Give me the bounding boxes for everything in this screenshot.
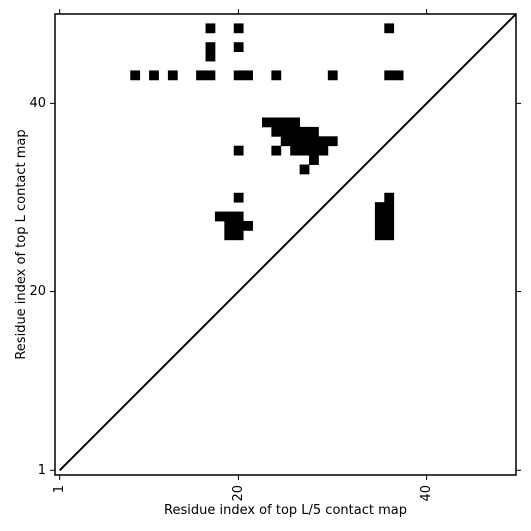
contact-cell [384,220,395,231]
x-tick-label: 20 [231,485,246,502]
contact-cell [309,155,319,165]
contact-cell [374,202,385,212]
contact-cell [280,117,291,128]
contact-cell [374,211,385,222]
contact-cell [261,117,272,128]
contact-cell [290,126,301,137]
contact-cell [214,211,225,222]
contact-cell [224,211,235,222]
contact-cell [309,145,319,156]
contact-cell [384,23,395,34]
contact-cell [384,70,395,81]
contact-cell [233,23,244,34]
contact-cell [271,117,282,128]
contact-cell [167,70,178,81]
contact-cell [327,70,338,81]
contact-cell [299,136,310,147]
plot-frame [54,13,517,476]
axis-ticks [50,9,521,480]
tick-labels: 1 20 40 1 20 40 [29,96,434,502]
contact-cell [233,70,244,81]
contact-cell [299,145,310,156]
contact-cell [224,230,235,241]
contact-cell [130,70,141,81]
contact-cell [374,230,385,241]
x-axis-label: Residue index of top L/5 contact map [164,503,407,518]
contact-cell [243,70,253,81]
contact-cell [205,70,216,81]
contact-cell [233,192,244,203]
contact-cell [205,23,216,34]
y-axis-label: Residue index of top L contact map [14,129,29,359]
contact-cell [290,136,301,147]
contact-cell [271,126,282,137]
contact-cell [299,164,310,175]
contact-cell [327,136,338,147]
contact-cell [290,117,301,128]
contact-cell [299,126,310,137]
contact-cell [384,211,395,222]
contact-cell [280,126,291,137]
y-tick-label: 20 [29,284,46,299]
contact-cell [233,211,244,222]
contact-cell [233,42,244,53]
contact-cell [233,220,244,231]
x-tick-label: 40 [419,485,434,502]
y-tick-label: 40 [29,96,46,111]
contact-cell [205,42,216,53]
diagonal-line [58,13,517,472]
contact-cell [384,192,395,203]
contact-cell [149,70,159,81]
contact-cell [233,145,244,156]
contact-cell [280,136,291,147]
contact-cell [384,230,395,241]
contact-cell [243,220,253,231]
contact-cell [196,70,206,81]
contact-cell [384,202,395,212]
contact-cell [318,136,329,147]
contact-cell [374,220,385,231]
y-tick-label: 1 [38,463,46,478]
contact-cell [233,230,244,241]
contact-cell [309,136,319,147]
contact-cell [309,126,319,137]
contact-cell [205,51,216,62]
contact-cell [318,145,329,156]
contact-cell [224,220,235,231]
contact-cell [393,70,404,81]
contact-cell [271,145,282,156]
x-tick-label: 1 [52,485,67,493]
contact-cells [130,23,404,241]
contact-cell [290,145,301,156]
contact-cell [271,70,282,81]
